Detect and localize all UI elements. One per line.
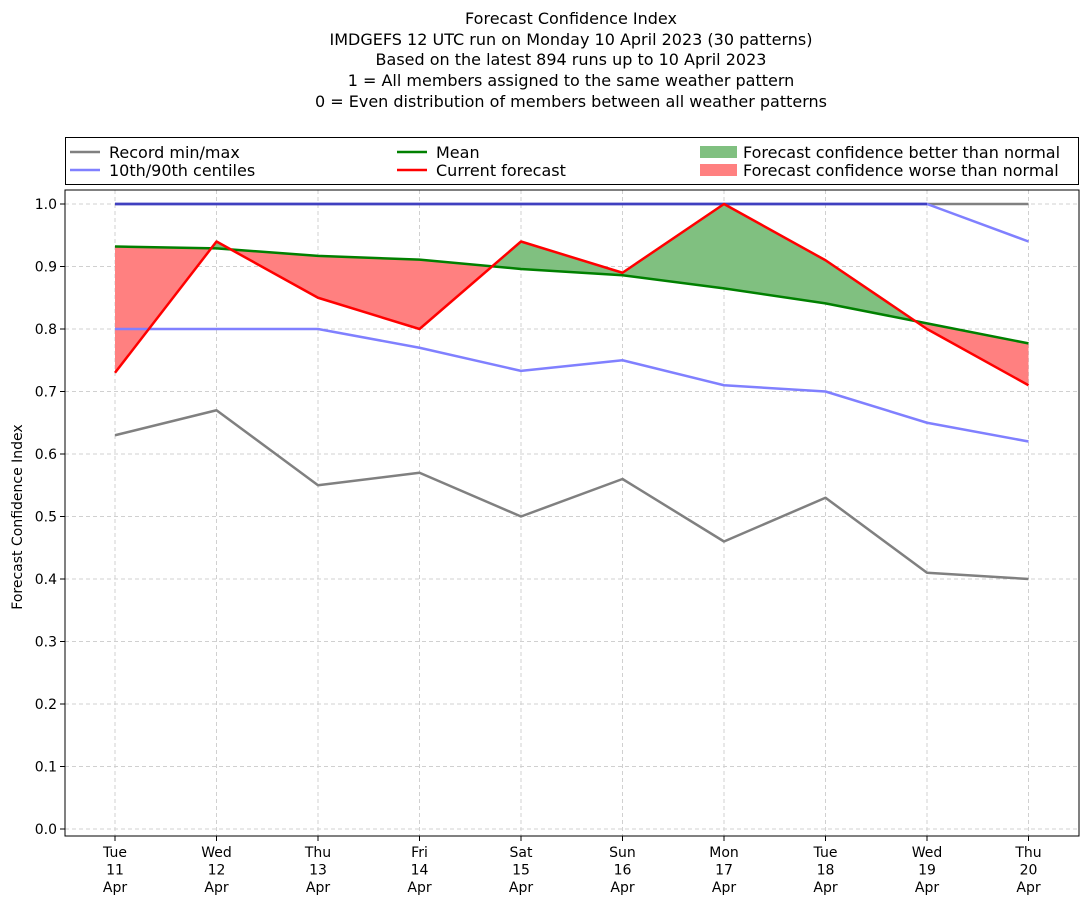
y-tick-label: 0.1 — [35, 760, 57, 776]
x-tick-label: Thu 13 Apr — [304, 845, 331, 896]
y-tick-label: 0.7 — [35, 385, 57, 401]
series-90th-centile — [115, 202, 1029, 243]
x-tick-label: Mon 17 Apr — [709, 845, 739, 896]
y-tick-label: 0.9 — [35, 260, 57, 276]
series-current-forecast — [114, 202, 1030, 387]
x-tick-label: Tue 18 Apr — [813, 845, 838, 896]
fill-better-than-normal — [724, 204, 826, 304]
x-tick-label-line: Thu — [1014, 845, 1041, 861]
x-tick-label-line: Apr — [407, 880, 431, 896]
y-tick-label: 0.5 — [35, 510, 57, 526]
y-tick-label: 0.0 — [35, 822, 57, 838]
x-tick-label-line: Tue — [102, 845, 127, 861]
x-tick-label-line: Tue — [813, 845, 838, 861]
x-tick-label: Tue 11 Apr — [102, 845, 127, 896]
x-tick-label-line: Apr — [509, 880, 533, 896]
legend-label: Forecast confidence worse than normal — [743, 161, 1059, 180]
x-tick-label-line: 20 — [1020, 863, 1038, 879]
title-line-1: Forecast Confidence Index — [465, 9, 677, 28]
x-tick-label-line: 17 — [715, 863, 733, 879]
x-tick-label-line: Apr — [204, 880, 228, 896]
fill-better-than-normal — [622, 204, 724, 289]
x-tick-label: Wed 19 Apr — [912, 845, 943, 896]
x-tick-label-line: Mon — [709, 845, 739, 861]
x-tick-label-line: 11 — [106, 863, 124, 879]
grid — [65, 190, 1079, 836]
legend-label: Current forecast — [436, 161, 566, 180]
x-tick-label-line: 18 — [817, 863, 835, 879]
x-tick-label-line: 12 — [208, 863, 226, 879]
y-tick-label: 0.8 — [35, 322, 57, 338]
x-tick-label-line: Apr — [306, 880, 330, 896]
y-tick-label: 0.4 — [35, 572, 57, 588]
title-line-2: IMDGEFS 12 UTC run on Monday 10 April 20… — [330, 30, 813, 49]
fill-worse-than-normal — [419, 259, 493, 329]
x-tick-label-line: Sat — [510, 845, 533, 861]
x-tick-label-line: Apr — [103, 880, 127, 896]
legend-swatch-patch — [700, 164, 737, 176]
title-line-3: Based on the latest 894 runs up to 10 Ap… — [376, 50, 767, 69]
legend-box — [65, 137, 1079, 185]
x-tick-label: Sun 16 Apr — [609, 845, 636, 896]
x-tick-label-line: Apr — [915, 880, 939, 896]
title-line-5: 0 = Even distribution of members between… — [315, 92, 827, 111]
x-tick-label: Fri 14 Apr — [407, 845, 431, 896]
x-tick-label-line: Wed — [201, 845, 232, 861]
y-tick-label: 0.2 — [35, 697, 57, 713]
series-10th-centile — [115, 327, 1029, 443]
y-tick-label: 0.3 — [35, 635, 57, 651]
x-tick-label-line: Apr — [813, 880, 837, 896]
series-lines — [114, 202, 1030, 581]
legend-swatch-patch — [700, 146, 737, 158]
series-record-min — [114, 409, 1029, 581]
x-tick-label-line: Wed — [912, 845, 943, 861]
title-line-4: 1 = All members assigned to the same wea… — [348, 71, 795, 90]
x-tick-label-line: Apr — [1016, 880, 1040, 896]
legend-label: Forecast confidence better than normal — [743, 143, 1060, 162]
x-tick-label: Sat 15 Apr — [509, 845, 533, 896]
x-tick-label-line: Fri — [411, 845, 428, 861]
x-tick-label-line: 16 — [614, 863, 632, 879]
x-tick-label-line: Sun — [609, 845, 636, 861]
plot-frame — [64, 189, 1080, 837]
x-tick-label-line: Thu — [304, 845, 331, 861]
x-tick-label-line: 14 — [411, 863, 429, 879]
legend-label: Mean — [436, 143, 480, 162]
confidence-fills — [115, 204, 1029, 386]
x-tick-label-line: 19 — [918, 863, 936, 879]
y-tick-label: 1.0 — [35, 197, 57, 213]
fill-worse-than-normal — [318, 255, 420, 329]
x-tick-label-line: 13 — [309, 863, 327, 879]
x-tick-label-line: Apr — [712, 880, 736, 896]
legend-label: 10th/90th centiles — [109, 161, 255, 180]
legend-label: Record min/max — [109, 143, 240, 162]
x-tick-label-line: 15 — [512, 863, 530, 879]
series-mean — [114, 245, 1029, 345]
y-tick-label: 0.6 — [35, 447, 57, 463]
x-tick-label: Wed 12 Apr — [201, 845, 232, 896]
x-tick-label-line: Apr — [610, 880, 634, 896]
chart-title: Forecast Confidence Index IMDGEFS 12 UTC… — [315, 9, 827, 111]
x-tick-label: Thu 20 Apr — [1014, 845, 1041, 896]
y-axis-label: Forecast Confidence Index — [10, 424, 26, 609]
